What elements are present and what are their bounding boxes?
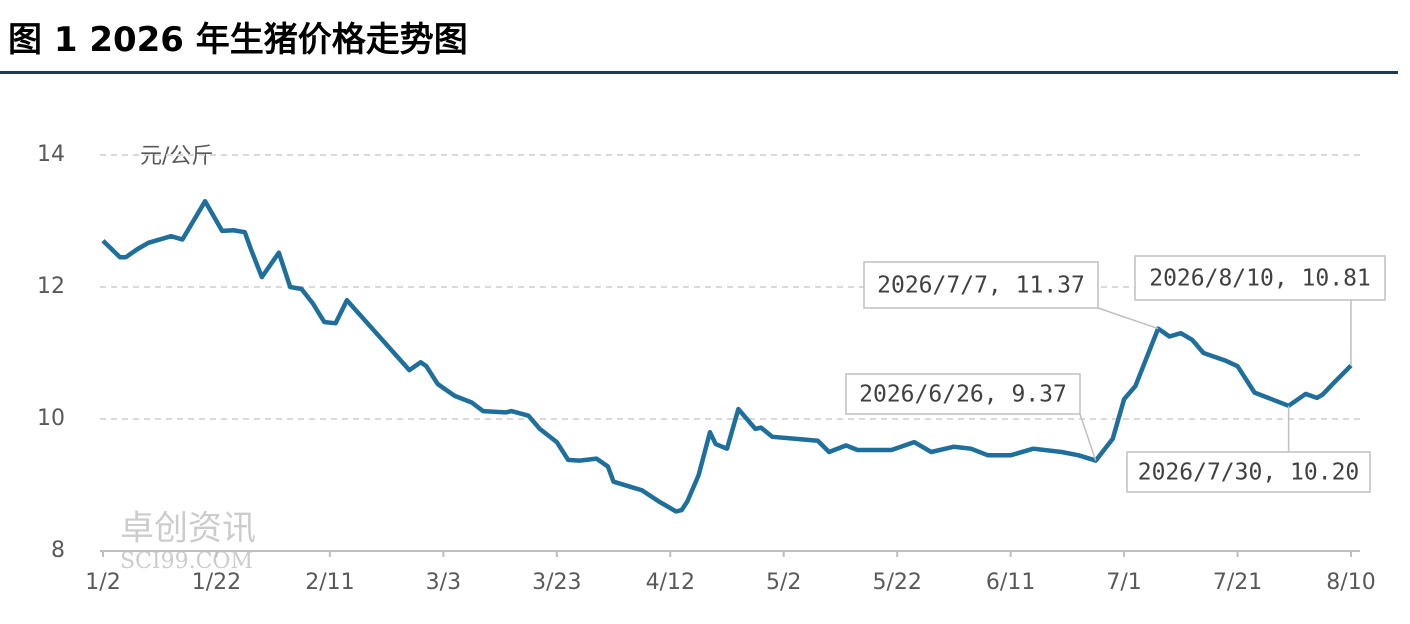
x-tick-label: 6/11	[986, 570, 1035, 595]
annotation-box	[1134, 255, 1386, 301]
annotation-box	[863, 261, 1099, 309]
annotation-label: 2026/6/26, 9.37	[859, 382, 1067, 408]
x-tick-label: 1/22	[192, 570, 241, 595]
y-tick-label: 12	[37, 274, 65, 299]
watermark: 卓创资讯	[120, 509, 256, 549]
x-tick-label: 2/11	[305, 570, 354, 595]
y-tick-label: 8	[51, 538, 65, 563]
annotation-box	[1126, 451, 1371, 493]
annotation-label: 2026/7/7, 11.37	[877, 273, 1085, 299]
x-tick-label: 1/2	[85, 570, 120, 595]
y-axis-unit: 元/公斤	[140, 144, 213, 169]
annotation-leader	[1097, 307, 1159, 330]
annotation-label: 2026/8/10, 10.81	[1149, 266, 1371, 292]
x-tick-label: 5/22	[872, 570, 921, 595]
chart-title: 图 1 2026 年生猪价格走势图	[8, 20, 468, 60]
x-tick-label: 7/1	[1106, 570, 1141, 595]
x-tick-label: 8/10	[1326, 570, 1375, 595]
x-tick-label: 4/12	[646, 570, 695, 595]
x-tick-label: 3/23	[532, 570, 581, 595]
x-tick-label: 3/3	[426, 570, 461, 595]
price-line	[101, 198, 1353, 514]
x-tick-label: 7/21	[1213, 570, 1262, 595]
x-tick-label: 5/2	[766, 570, 801, 595]
annotation-label: 2026/7/30, 10.20	[1138, 460, 1360, 486]
y-tick-label: 14	[37, 142, 65, 167]
y-tick-label: 10	[37, 406, 65, 431]
watermark: SCI99.COM	[120, 549, 253, 574]
annotation-leader	[1079, 413, 1097, 461]
annotation-box	[845, 373, 1081, 415]
title-rule	[0, 71, 1398, 74]
